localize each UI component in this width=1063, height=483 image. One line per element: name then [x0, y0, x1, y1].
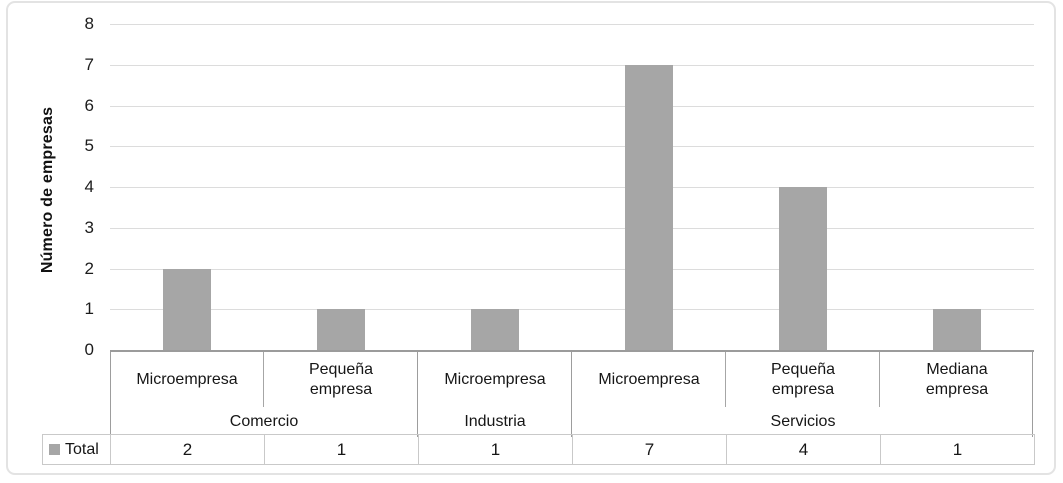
bar: [317, 309, 365, 350]
category-label-text: Microempresa: [136, 370, 238, 388]
category-separator: [879, 352, 881, 407]
bar: [625, 64, 673, 350]
y-tick-label: 2: [84, 258, 94, 278]
y-tick-label: 8: [84, 14, 94, 33]
bar: [471, 309, 519, 350]
gridline: [110, 64, 1034, 66]
group-separator: [571, 352, 573, 437]
category-axis-border: [110, 352, 111, 437]
legend-color-swatch: [49, 444, 60, 455]
category-label: Mediana empresa: [880, 352, 1034, 407]
gridline: [110, 309, 1034, 311]
bar: [163, 268, 211, 350]
total-value-cell: 1: [418, 434, 572, 465]
category-label: Microempresa: [418, 352, 572, 407]
group-label: Comercio: [229, 413, 299, 430]
legend-cell: Total: [42, 434, 110, 465]
category-label-text: Mediana empresa: [925, 360, 989, 398]
category-label: Pequeña empresa: [264, 352, 418, 407]
gridline: [110, 268, 1034, 270]
total-value-cell: 1: [264, 434, 418, 465]
y-tick-label: 4: [84, 177, 94, 196]
group-separator: [417, 352, 419, 437]
category-separator: [263, 352, 265, 407]
gridline: [110, 24, 1034, 25]
gridline: [110, 187, 1034, 188]
legend-label: Total: [65, 440, 99, 458]
category-label: Microempresa: [110, 352, 264, 407]
category-axis-border: [1032, 352, 1034, 437]
category-label-text: Pequeña empresa: [308, 360, 374, 398]
total-value-cell: 2: [110, 434, 264, 465]
group-label: Industria: [464, 413, 526, 430]
total-value-cell: 1: [880, 434, 1034, 465]
category-label-text: Microempresa: [598, 370, 700, 388]
category-label-text: Microempresa: [444, 370, 546, 388]
bar: [933, 309, 981, 350]
group-label: Servicios: [770, 413, 836, 430]
total-value-cell: 4: [726, 434, 880, 465]
y-tick-label: 3: [84, 217, 94, 237]
category-label-text: Pequeña empresa: [770, 360, 836, 398]
y-tick-label: 6: [84, 95, 94, 115]
gridline: [110, 146, 1034, 148]
plot-area: [110, 23, 1034, 350]
y-tick-label: 5: [84, 136, 94, 156]
bar: [779, 187, 827, 350]
total-value-cell: 7: [572, 434, 726, 465]
y-tick-label: 0: [84, 340, 94, 359]
gridline: [110, 227, 1034, 229]
category-label: Microempresa: [572, 352, 726, 407]
y-tick-label: 7: [84, 54, 94, 74]
category-axis: Microempresa Pequeña empresa Microempresa M…: [110, 350, 1034, 437]
category-separator: [725, 352, 727, 407]
category-label: Pequeña empresa: [726, 352, 880, 407]
y-tick-label: 1: [84, 299, 94, 319]
gridline: [110, 105, 1034, 107]
